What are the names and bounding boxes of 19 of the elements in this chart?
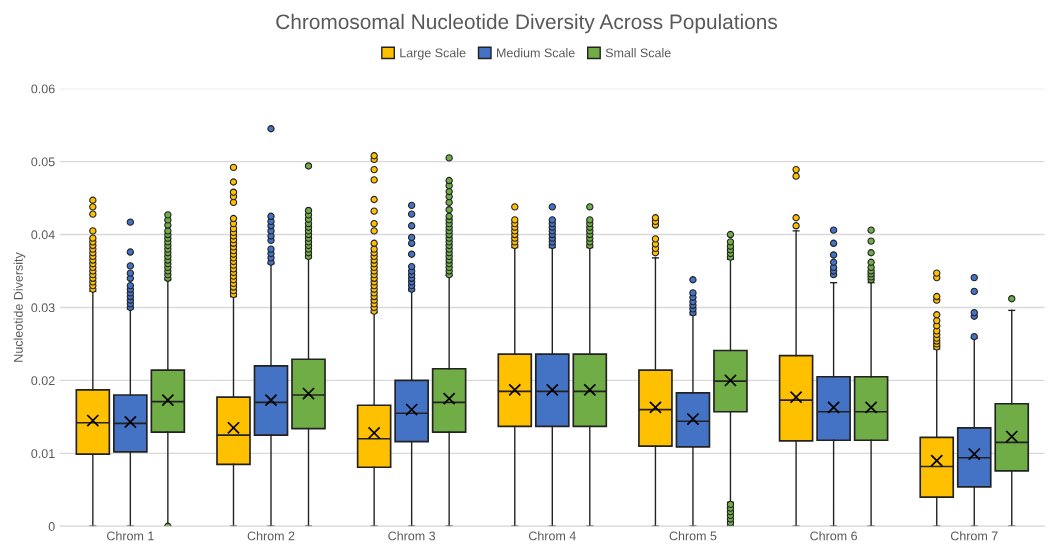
legend-label: Medium Scale (497, 48, 575, 58)
y-tick-label: 0.02 (31, 376, 55, 386)
legend-label: Small Scale (605, 48, 671, 58)
y-tick-label: 0.05 (31, 157, 55, 167)
x-tick-label: Chrom 5 (669, 531, 717, 541)
legend-label: Large Scale (400, 48, 466, 60)
x-tick-label: Chrom 7 (950, 531, 998, 541)
x-tick-label: Chrom 3 (388, 531, 436, 541)
y-tick-label: 0.04 (31, 230, 55, 240)
x-tick-label: Chrom 1 (107, 531, 154, 541)
y-tick-label: 0 (48, 522, 55, 531)
chart-title: Chromosomal Nucleotide Diversity Across Populations (276, 13, 778, 34)
x-tick-label: Chrom 6 (810, 531, 858, 541)
y-tick-label: 0.01 (31, 449, 55, 459)
y-axis-title: Nucleotide Diversity (13, 252, 26, 362)
y-tick-label: 0.06 (31, 84, 55, 94)
y-tick-label: 0.03 (31, 303, 55, 313)
x-tick-label: Chrom 4 (528, 531, 576, 541)
x-tick-label: Chrom 2 (247, 531, 295, 541)
